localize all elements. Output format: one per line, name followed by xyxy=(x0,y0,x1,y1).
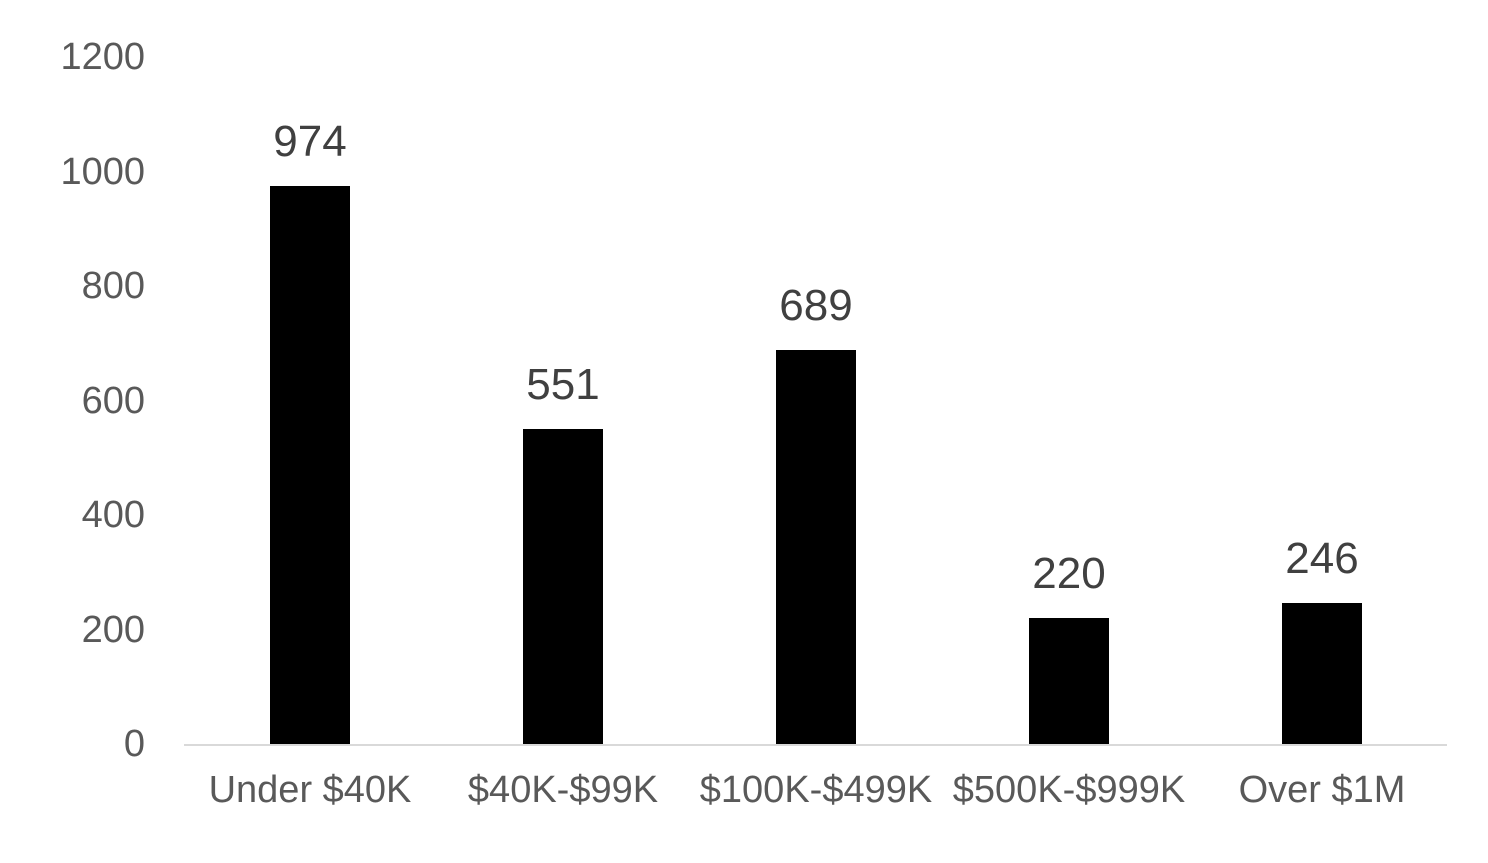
bar-value-label: 551 xyxy=(526,360,600,409)
y-tick-label: 600 xyxy=(81,380,145,422)
bar xyxy=(1029,618,1109,744)
y-tick-label: 1200 xyxy=(60,36,145,78)
x-category-label: $40K-$99K xyxy=(467,769,659,811)
bar xyxy=(1282,603,1362,744)
bar-value-label: 246 xyxy=(1285,534,1359,583)
x-category-label: $100K-$499K xyxy=(699,769,933,811)
x-axis-line xyxy=(184,744,1447,746)
y-tick-label: 400 xyxy=(81,494,145,536)
y-tick-label: 800 xyxy=(81,265,145,307)
bar xyxy=(776,350,856,744)
bar xyxy=(270,186,350,744)
y-tick-label: 200 xyxy=(81,609,145,651)
x-category-label: $500K-$999K xyxy=(952,769,1186,811)
x-category-label: Over $1M xyxy=(1238,769,1406,811)
bar xyxy=(523,429,603,744)
bar-value-label: 689 xyxy=(779,281,853,330)
bar-value-label: 974 xyxy=(273,117,347,166)
bar-value-label: 220 xyxy=(1032,549,1106,598)
y-tick-label: 1000 xyxy=(60,151,145,193)
y-tick-label: 0 xyxy=(123,723,145,765)
x-category-label: Under $40K xyxy=(208,769,412,811)
